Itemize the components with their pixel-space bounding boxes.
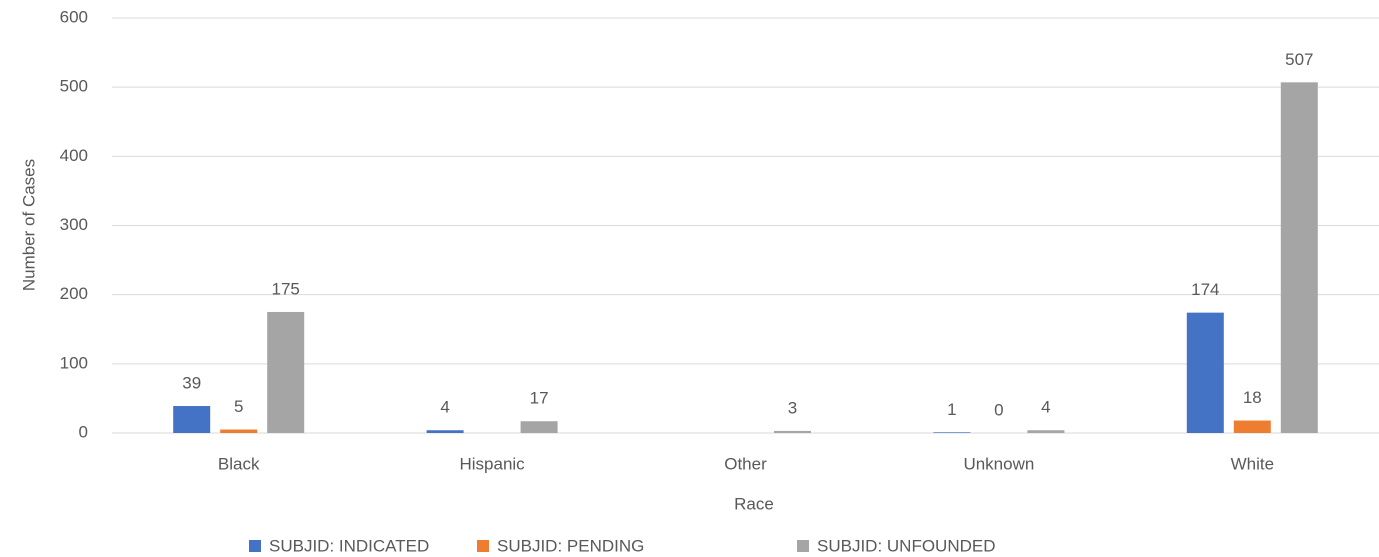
bar bbox=[520, 421, 558, 433]
data-label: 18 bbox=[1243, 388, 1262, 407]
bar bbox=[1233, 420, 1271, 433]
bar bbox=[1027, 430, 1065, 433]
x-tick-label: Black bbox=[218, 454, 260, 473]
data-label: 17 bbox=[530, 389, 549, 408]
y-tick-label: 100 bbox=[60, 353, 88, 372]
data-label: 507 bbox=[1285, 50, 1313, 69]
bar bbox=[267, 311, 305, 433]
y-tick-label: 200 bbox=[60, 284, 88, 303]
bar bbox=[220, 429, 258, 433]
data-label: 39 bbox=[182, 374, 201, 393]
y-axis-title: Number of Cases bbox=[19, 159, 38, 291]
y-tick-label: 300 bbox=[60, 215, 88, 234]
bar bbox=[774, 430, 811, 433]
bar bbox=[1280, 82, 1318, 433]
bar bbox=[173, 406, 211, 433]
x-tick-label: White bbox=[1231, 454, 1274, 473]
legend-swatch bbox=[477, 540, 489, 552]
bar bbox=[426, 430, 464, 433]
legend-label: SUBJID: PENDING bbox=[497, 536, 644, 555]
legend-label: SUBJID: UNFOUNDED bbox=[817, 536, 996, 555]
data-label: 4 bbox=[1041, 398, 1050, 417]
data-label: 1 bbox=[947, 400, 956, 419]
data-label: 175 bbox=[272, 279, 300, 298]
legend-label: SUBJID: INDICATED bbox=[269, 536, 429, 555]
data-label: 4 bbox=[440, 398, 449, 417]
legend-swatch bbox=[797, 540, 809, 552]
y-tick-label: 400 bbox=[60, 146, 88, 165]
bar bbox=[1186, 312, 1224, 433]
y-tick-label: 500 bbox=[60, 77, 88, 96]
x-axis-title: Race bbox=[734, 494, 774, 513]
x-tick-label: Hispanic bbox=[459, 454, 525, 473]
data-label: 0 bbox=[994, 400, 1003, 419]
bar bbox=[933, 432, 971, 433]
data-label: 3 bbox=[788, 398, 797, 417]
y-tick-label: 600 bbox=[60, 7, 88, 26]
x-tick-label: Unknown bbox=[963, 454, 1034, 473]
legend-swatch bbox=[249, 540, 261, 552]
data-label: 5 bbox=[234, 397, 243, 416]
x-tick-label: Other bbox=[724, 454, 767, 473]
y-tick-label: 0 bbox=[79, 422, 88, 441]
data-label: 174 bbox=[1191, 280, 1219, 299]
